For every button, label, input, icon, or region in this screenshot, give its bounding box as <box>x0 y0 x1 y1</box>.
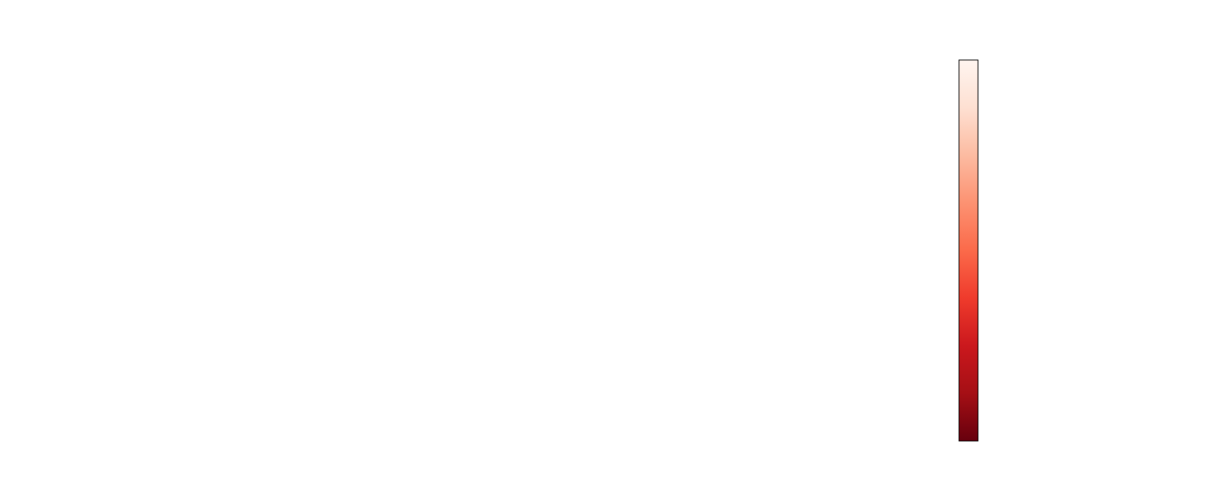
colorbar-gradient <box>958 59 979 442</box>
